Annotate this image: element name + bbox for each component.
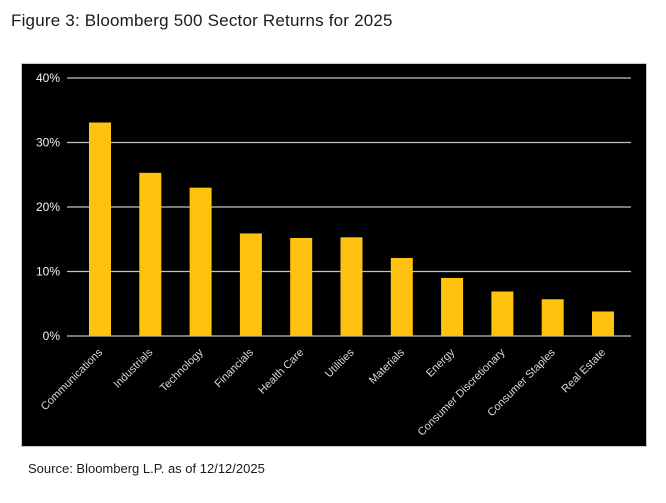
x-label-energy: Energy	[424, 346, 457, 379]
y-tick-label-10pct: 10%	[36, 265, 60, 279]
y-tick-label-40pct: 40%	[36, 71, 60, 85]
figure-title: Figure 3: Bloomberg 500 Sector Returns f…	[11, 11, 393, 30]
bar-financials	[239, 233, 262, 336]
x-label-technology: Technology	[158, 346, 206, 394]
bar-materials	[390, 257, 413, 336]
bar-consumer-discretionary	[491, 291, 514, 336]
bar-health-care	[290, 237, 313, 336]
bar-utilities	[340, 237, 363, 336]
y-tick-label-0pct: 0%	[43, 329, 61, 343]
x-label-real-estate: Real Estate	[559, 347, 608, 396]
x-label-utilities: Utilities	[323, 346, 357, 380]
bar-communications	[89, 122, 111, 336]
x-label-materials: Materials	[367, 346, 407, 386]
x-label-consumer-discretionary: Consumer Discretionary	[416, 346, 508, 438]
x-label-industrials: Industrials	[111, 346, 155, 390]
figure-source: Source: Bloomberg L.P. as of 12/12/2025	[28, 461, 265, 476]
bar-energy	[441, 277, 464, 336]
bar-consumer-staples	[541, 299, 564, 336]
chart-panel: 0% 10% 20% 30% 40% Communications Industrials T…	[21, 63, 647, 447]
x-label-financials: Financials	[213, 346, 257, 390]
bar-technology	[189, 187, 212, 336]
x-label-communications: Communications	[39, 346, 106, 413]
y-tick-label-30pct: 30%	[36, 136, 60, 150]
x-label-health-care: Health Care	[256, 347, 306, 397]
y-tick-label-20pct: 20%	[36, 200, 60, 214]
bar-industrials	[139, 172, 162, 336]
sector-bar-chart: 0% 10% 20% 30% 40% Communications Industrials T…	[36, 71, 631, 439]
bar-real-estate	[592, 311, 614, 336]
